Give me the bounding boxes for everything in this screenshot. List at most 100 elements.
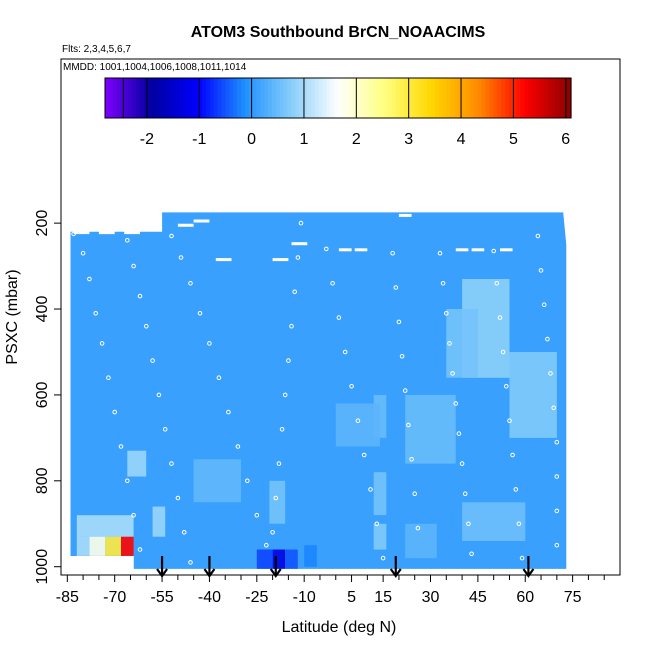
sample-point-67 [453, 401, 459, 406]
sample-point-90 [554, 474, 560, 479]
colorbar-swatch-92 [462, 78, 467, 118]
sample-point-88 [551, 405, 557, 411]
sample-point-60 [412, 491, 418, 497]
y-tick-label-3: 800 [34, 467, 51, 494]
sample-point-80 [513, 487, 519, 492]
sample-point-70 [462, 491, 468, 497]
sample-point-46 [342, 349, 348, 355]
sample-point-10 [137, 547, 143, 552]
heatmap-cell-20 [193, 459, 241, 503]
colorbar-swatch-115 [551, 78, 557, 118]
heatmap-cell-1 [105, 536, 121, 556]
colorbar-swatch-26 [205, 78, 211, 118]
colorbar-frame [104, 77, 572, 119]
sample-point-64 [444, 311, 449, 316]
colorbar-swatch-119 [567, 78, 572, 118]
sample-point-6 [112, 409, 117, 415]
takeoff-marker-4 [522, 556, 535, 578]
colorbar-swatch-116 [555, 78, 560, 118]
colorbar-swatch-29 [217, 78, 223, 118]
sample-point-79 [510, 452, 515, 458]
sample-point-49 [361, 452, 367, 458]
y-axis-label: PSXC (mbar) [4, 269, 21, 364]
y-tick-label-0: 200 [34, 210, 51, 237]
colorbar-swatch-97 [481, 78, 487, 118]
colorbar-swatch-50 [299, 78, 304, 118]
x-tick-label-8: 30 [422, 589, 440, 606]
sample-point-43 [324, 246, 329, 252]
colorbar-swatch-61 [341, 78, 347, 118]
colorbar-swatch-109 [528, 78, 533, 118]
colorbar-tick-label-6: 4 [457, 131, 466, 148]
sample-point-52 [380, 555, 386, 561]
sample-point-72 [469, 551, 474, 557]
colorbar-swatch-12 [151, 78, 157, 118]
colorbar-tick-label-7: 5 [509, 131, 518, 148]
colorbar-swatch-17 [171, 78, 176, 118]
takeoff-marker-2 [269, 556, 282, 578]
sample-point-30 [245, 478, 250, 484]
colorbar-swatch-54 [314, 78, 320, 118]
colorbar-swatch-85 [435, 78, 440, 118]
colorbar-swatch-6 [128, 78, 133, 118]
sample-point-27 [216, 375, 222, 381]
sample-point-92 [554, 542, 560, 548]
colorbar-swatch-100 [493, 78, 498, 118]
colorbar-swatch-13 [155, 78, 160, 118]
sample-point-22 [169, 233, 174, 239]
colorbar-swatch-117 [559, 78, 564, 118]
colorbar-swatch-28 [213, 78, 219, 118]
heatmap-cell-7 [272, 549, 286, 569]
sample-point-4 [99, 341, 105, 346]
heatmap-cell-8 [256, 549, 273, 569]
colorbar-swatch-67 [365, 78, 370, 118]
colorbar-swatch-62 [345, 78, 351, 118]
sample-point-83 [535, 233, 541, 239]
colorbar-swatch-77 [404, 78, 409, 118]
sample-point-74 [494, 281, 500, 286]
colorbar-swatch-0 [105, 78, 110, 118]
heatmap-cell-16 [509, 352, 557, 438]
sample-point-59 [409, 457, 414, 462]
sample-point-50 [368, 487, 373, 492]
sample-point-56 [399, 354, 405, 359]
colorbar-swatch-45 [279, 78, 285, 118]
x-tick-label-10: 60 [516, 589, 534, 606]
colorbar-swatch-76 [400, 78, 405, 118]
colorbar-swatch-75 [396, 78, 401, 118]
colorbar-swatch-101 [497, 78, 502, 118]
sample-point-28 [226, 409, 231, 415]
colorbar-swatch-31 [225, 78, 230, 118]
colorbar-swatch-104 [508, 78, 514, 118]
colorbar-swatch-84 [431, 78, 436, 118]
x-tick-label-9: 45 [469, 589, 487, 606]
sample-point-24 [188, 281, 193, 286]
sample-point-58 [406, 422, 411, 428]
heatmap-cell-12 [373, 523, 387, 550]
heatmap-cell-4 [76, 515, 134, 537]
sample-point-33 [298, 220, 304, 226]
sample-point-5 [106, 375, 111, 381]
colorbar-swatch-68 [369, 78, 374, 118]
plot-frame [60, 58, 621, 576]
heatmap-nodata-gap [70, 556, 134, 569]
x-axis: -85 -70 -55 -40 -25 -10 5 15 30 45 60 75 [56, 575, 605, 606]
sample-point-47 [349, 384, 354, 389]
sample-point-78 [507, 418, 512, 424]
sample-point-21 [188, 560, 193, 565]
sample-point-51 [374, 521, 380, 527]
colorbar-swatch-30 [221, 78, 226, 118]
colorbar-swatch-43 [271, 78, 277, 118]
sample-point-68 [456, 431, 462, 436]
colorbar-swatch-106 [516, 78, 522, 118]
heatmap-cell-2 [89, 536, 106, 556]
sample-point-36 [289, 323, 294, 329]
sample-point-19 [175, 495, 181, 501]
sample-points-layer [71, 220, 560, 565]
colorbar-swatch-108 [524, 78, 529, 118]
takeoff-marker-3 [389, 556, 402, 578]
colorbar-swatch-48 [291, 78, 296, 118]
heatmap-cell-0 [121, 536, 134, 556]
colorbar-swatch-65 [357, 78, 362, 118]
x-tick-label-7: 15 [374, 589, 392, 606]
